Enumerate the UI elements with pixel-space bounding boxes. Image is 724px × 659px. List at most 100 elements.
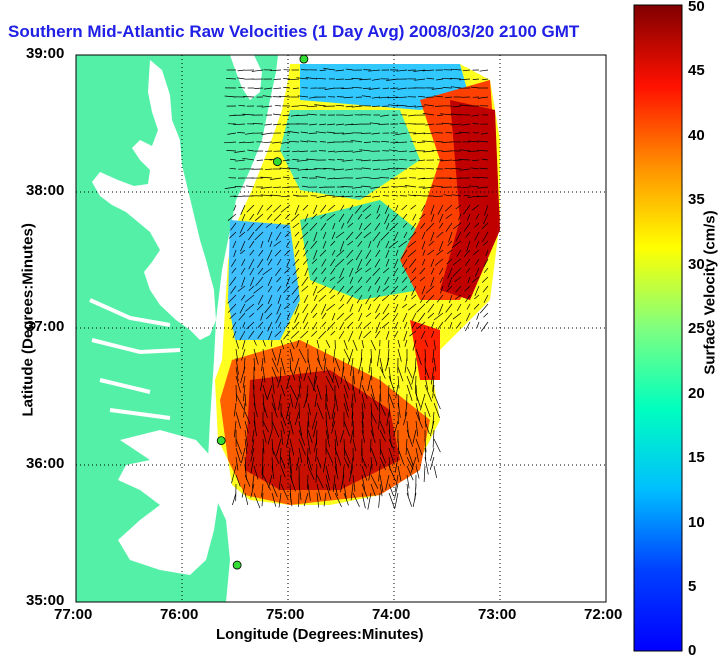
velocity-arrow [345,68,354,71]
velocity-arrow [359,149,372,152]
velocity-arrow [313,294,318,301]
velocity-arrow [440,285,444,294]
velocity-arrow [393,258,399,269]
velocity-arrow [472,123,480,125]
velocity-arrow [354,267,363,274]
velocity-arrow [380,231,390,241]
velocity-arrow [379,420,386,434]
velocity-arrow [282,159,291,162]
velocity-arrow [240,267,246,275]
velocity-arrow [307,140,318,143]
velocity-arrow [421,240,426,250]
velocity-arrow [280,141,291,144]
velocity-arrow [479,69,489,72]
velocity-arrow [465,312,471,322]
velocity-arrow [379,429,387,442]
velocity-arrow [242,375,246,389]
chesapeake-bay [92,60,216,340]
velocity-arrow [379,456,386,471]
velocity-arrow [280,339,285,350]
velocity-arrow [394,492,399,509]
velocity-arrow [413,69,426,72]
velocity-arrow [456,303,462,312]
velocity-arrow [267,429,273,445]
velocity-arrow [262,348,266,364]
velocity-arrow [398,185,408,188]
velocity-arrow [251,429,255,443]
velocity-arrow [361,465,368,481]
velocity-arrow [329,294,336,300]
velocity-arrow [352,384,356,403]
velocity-arrow [253,465,259,480]
velocity-arrow [249,213,255,221]
x-axis-label: Longitude (Degrees:Minutes) [216,626,424,643]
velocity-arrow [362,87,372,89]
velocity-arrow [320,303,327,315]
velocity-arrow [466,213,471,221]
velocity-arrow [456,249,462,257]
velocity-arrow [271,483,278,498]
velocity-arrow [388,483,394,497]
velocity-arrow [307,483,311,501]
velocity-arrow [425,285,435,294]
velocity-arrow [274,249,282,257]
velocity-arrow [415,411,423,429]
velocity-arrow [375,303,381,313]
velocity-arrow [275,312,282,324]
velocity-arrow [379,96,390,99]
velocity-arrow [361,339,364,349]
velocity-arrow [361,159,372,162]
velocity-arrow [255,276,264,287]
velocity-arrow [385,357,390,371]
velocity-arrow [474,294,480,300]
velocity-arrow [266,213,273,220]
colorbar-tick-15: 15 [688,449,705,466]
velocity-arrow [402,267,408,274]
velocity-arrow [424,384,433,402]
velocity-arrow [298,420,303,436]
velocity-arrow [280,204,291,213]
velocity-arrow [334,438,337,456]
velocity-arrow [388,402,391,417]
velocity-arrow [438,240,444,252]
velocity-arrow [282,176,291,179]
velocity-arrow [370,339,377,351]
velocity-arrow [230,222,237,231]
velocity-arrow [382,87,390,90]
velocity-arrow [316,339,320,349]
velocity-arrow [391,194,399,197]
velocity-arrow [333,168,345,171]
velocity-arrow [330,267,336,275]
velocity-arrow [280,429,284,445]
velocity-arrow [301,276,309,287]
velocity-arrow [433,357,437,372]
velocity-arrow [327,177,336,180]
colorbar-tick-30: 30 [688,256,705,273]
velocity-arrow [425,294,435,304]
velocity-arrow [472,176,480,179]
velocity-arrow [363,222,372,231]
velocity-arrow [403,231,408,239]
velocity-arrow [300,231,309,240]
velocity-arrow [342,132,354,135]
velocity-arrow [409,150,417,153]
velocity-arrow [344,168,354,171]
velocity-arrow [468,140,480,143]
velocity-arrow [470,86,480,89]
velocity-arrow [345,231,354,241]
velocity-arrow [406,492,413,507]
velocity-arrow [346,249,354,258]
velocity-arrow [279,95,291,98]
velocity-arrow [437,204,444,215]
velocity-arrow [341,195,354,198]
velocity-arrow [298,447,303,463]
velocity-arrow [459,149,471,152]
velocity-arrow [347,213,354,224]
velocity-arrow [253,402,258,417]
velocity-arrow [275,438,282,456]
velocity-arrow [365,276,372,284]
velocity-arrow [371,78,381,81]
velocity-arrow [379,393,381,413]
velocity-arrow [376,285,381,293]
velocity-arrow [277,348,282,366]
